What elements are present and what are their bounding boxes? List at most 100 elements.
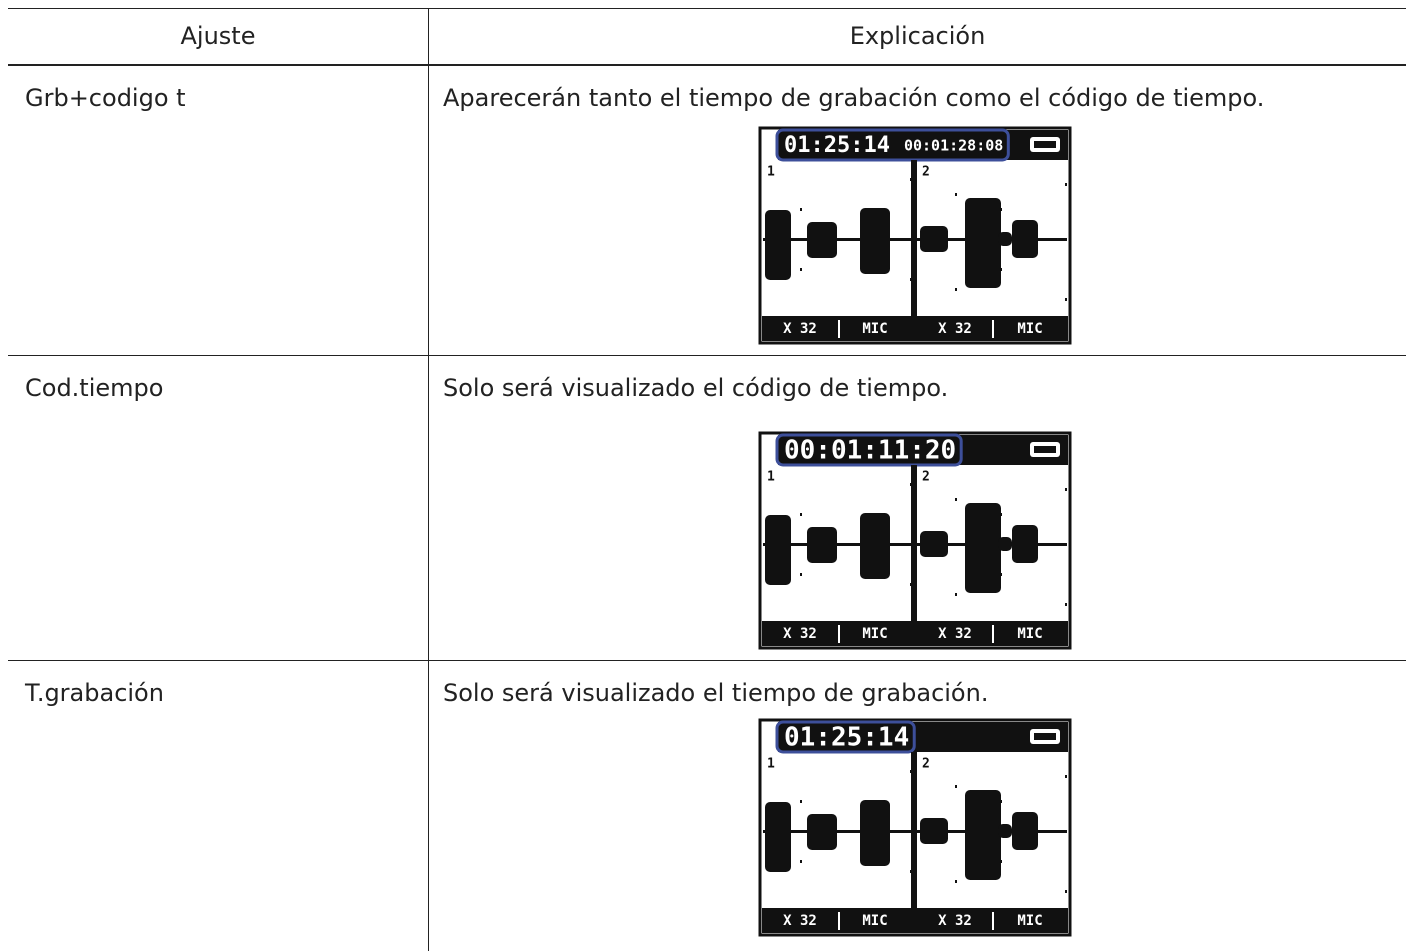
grid-dot bbox=[910, 278, 912, 281]
waveform bbox=[860, 800, 890, 866]
time-display: 01:25:14 bbox=[784, 723, 909, 753]
grid-dot bbox=[910, 583, 912, 586]
footer-label: MIC bbox=[862, 913, 887, 929]
waveform bbox=[1012, 220, 1038, 258]
time-display: 00:01:11:20 bbox=[784, 436, 956, 466]
waveform bbox=[920, 226, 948, 252]
lcd-screen: 00:01:11:20 1 2 X 32 MIC X 32 MIC bbox=[758, 431, 1072, 650]
footer-label: MIC bbox=[862, 626, 887, 642]
grid-dot bbox=[800, 573, 802, 576]
footer-label: MIC bbox=[1017, 913, 1042, 929]
explanation-cell: Solo será visualizado el código de tiemp… bbox=[443, 374, 949, 402]
grid-dot bbox=[910, 770, 912, 773]
footer-label: X 32 bbox=[783, 913, 817, 929]
grid-dot bbox=[1065, 603, 1067, 606]
waveform bbox=[1012, 525, 1038, 563]
footer-sep bbox=[838, 912, 840, 930]
waveform bbox=[807, 814, 837, 850]
header-cell: Explicación bbox=[849, 22, 986, 50]
highlight-box bbox=[775, 128, 1010, 162]
waveform bbox=[920, 531, 948, 557]
grid-dot bbox=[955, 593, 957, 596]
footer-label: X 32 bbox=[938, 913, 972, 929]
footer-sep bbox=[992, 320, 994, 338]
grid-dot bbox=[800, 800, 802, 803]
grid-dot bbox=[800, 860, 802, 863]
grid-dot bbox=[910, 483, 912, 486]
waveform bbox=[807, 222, 837, 258]
footer-label: X 32 bbox=[783, 626, 817, 642]
waveform bbox=[998, 824, 1012, 838]
setting-cell: Cod.tiempo bbox=[25, 374, 164, 402]
channel-label: 1 bbox=[767, 470, 775, 485]
grid-dot bbox=[955, 880, 957, 883]
center-line bbox=[763, 543, 1067, 546]
header-cell: Ajuste bbox=[180, 22, 256, 50]
explanation-cell: Solo será visualizado el tiempo de graba… bbox=[443, 679, 989, 707]
footer-sep bbox=[838, 625, 840, 643]
grid-dot bbox=[800, 268, 802, 271]
footer-bar bbox=[762, 316, 1068, 341]
grid-dot bbox=[1065, 890, 1067, 893]
waveform bbox=[920, 818, 948, 844]
waveform bbox=[998, 537, 1012, 551]
footer-label: X 32 bbox=[783, 321, 817, 337]
highlight-box bbox=[775, 433, 963, 467]
footer-sep bbox=[992, 912, 994, 930]
waveform bbox=[765, 515, 791, 585]
explanation-cell: Aparecerán tanto el tiempo de grabación … bbox=[443, 84, 1265, 112]
footer-label: MIC bbox=[862, 321, 887, 337]
battery-fill bbox=[1034, 733, 1056, 740]
footer-label: MIC bbox=[1017, 626, 1042, 642]
waveform bbox=[765, 802, 791, 872]
rule bbox=[8, 355, 1406, 356]
center-line bbox=[763, 830, 1067, 833]
footer-label: MIC bbox=[1017, 321, 1042, 337]
waveform bbox=[860, 513, 890, 579]
battery-fill bbox=[1034, 446, 1056, 453]
channel-label: 2 bbox=[922, 470, 930, 485]
footer-bar bbox=[762, 908, 1068, 933]
waveform bbox=[807, 527, 837, 563]
footer-bar bbox=[762, 621, 1068, 646]
rule bbox=[8, 8, 1406, 9]
waveform bbox=[860, 208, 890, 274]
top-bar bbox=[778, 435, 1068, 465]
rule bbox=[8, 660, 1406, 661]
grid-dot bbox=[800, 513, 802, 516]
footer-label: X 32 bbox=[938, 321, 972, 337]
grid-dot bbox=[955, 288, 957, 291]
grid-dot bbox=[910, 178, 912, 181]
highlight-box bbox=[775, 720, 916, 754]
column-divider bbox=[428, 8, 429, 951]
footer-label: X 32 bbox=[938, 626, 972, 642]
grid-dot bbox=[1065, 183, 1067, 186]
channel-label: 1 bbox=[767, 757, 775, 772]
top-bar bbox=[778, 722, 1068, 752]
channel-label: 2 bbox=[922, 757, 930, 772]
grid-dot bbox=[955, 193, 957, 196]
lcd-screen: 01:25:14 1 2 X 32 MIC X 32 MIC bbox=[758, 718, 1072, 937]
grid-dot bbox=[910, 870, 912, 873]
waveform bbox=[765, 210, 791, 280]
grid-dot bbox=[955, 498, 957, 501]
waveform bbox=[1012, 812, 1038, 850]
battery-fill bbox=[1034, 141, 1056, 148]
center-line bbox=[763, 238, 1067, 241]
waveform bbox=[965, 790, 1001, 880]
time-display: 01:25:14 bbox=[784, 133, 890, 158]
top-bar bbox=[778, 130, 1068, 160]
waveform bbox=[965, 198, 1001, 288]
waveform bbox=[965, 503, 1001, 593]
grid-dot bbox=[800, 208, 802, 211]
grid-dot bbox=[1065, 298, 1067, 301]
rule bbox=[8, 64, 1406, 66]
setting-cell: T.grabación bbox=[25, 679, 164, 707]
footer-sep bbox=[992, 625, 994, 643]
footer-sep bbox=[838, 320, 840, 338]
grid-dot bbox=[1065, 488, 1067, 491]
waveform bbox=[998, 232, 1012, 246]
lcd-screen: 01:25:14 00:01:28:08 1 2 X 32 MIC X 32 MIC bbox=[758, 126, 1072, 345]
channel-label: 2 bbox=[922, 165, 930, 180]
